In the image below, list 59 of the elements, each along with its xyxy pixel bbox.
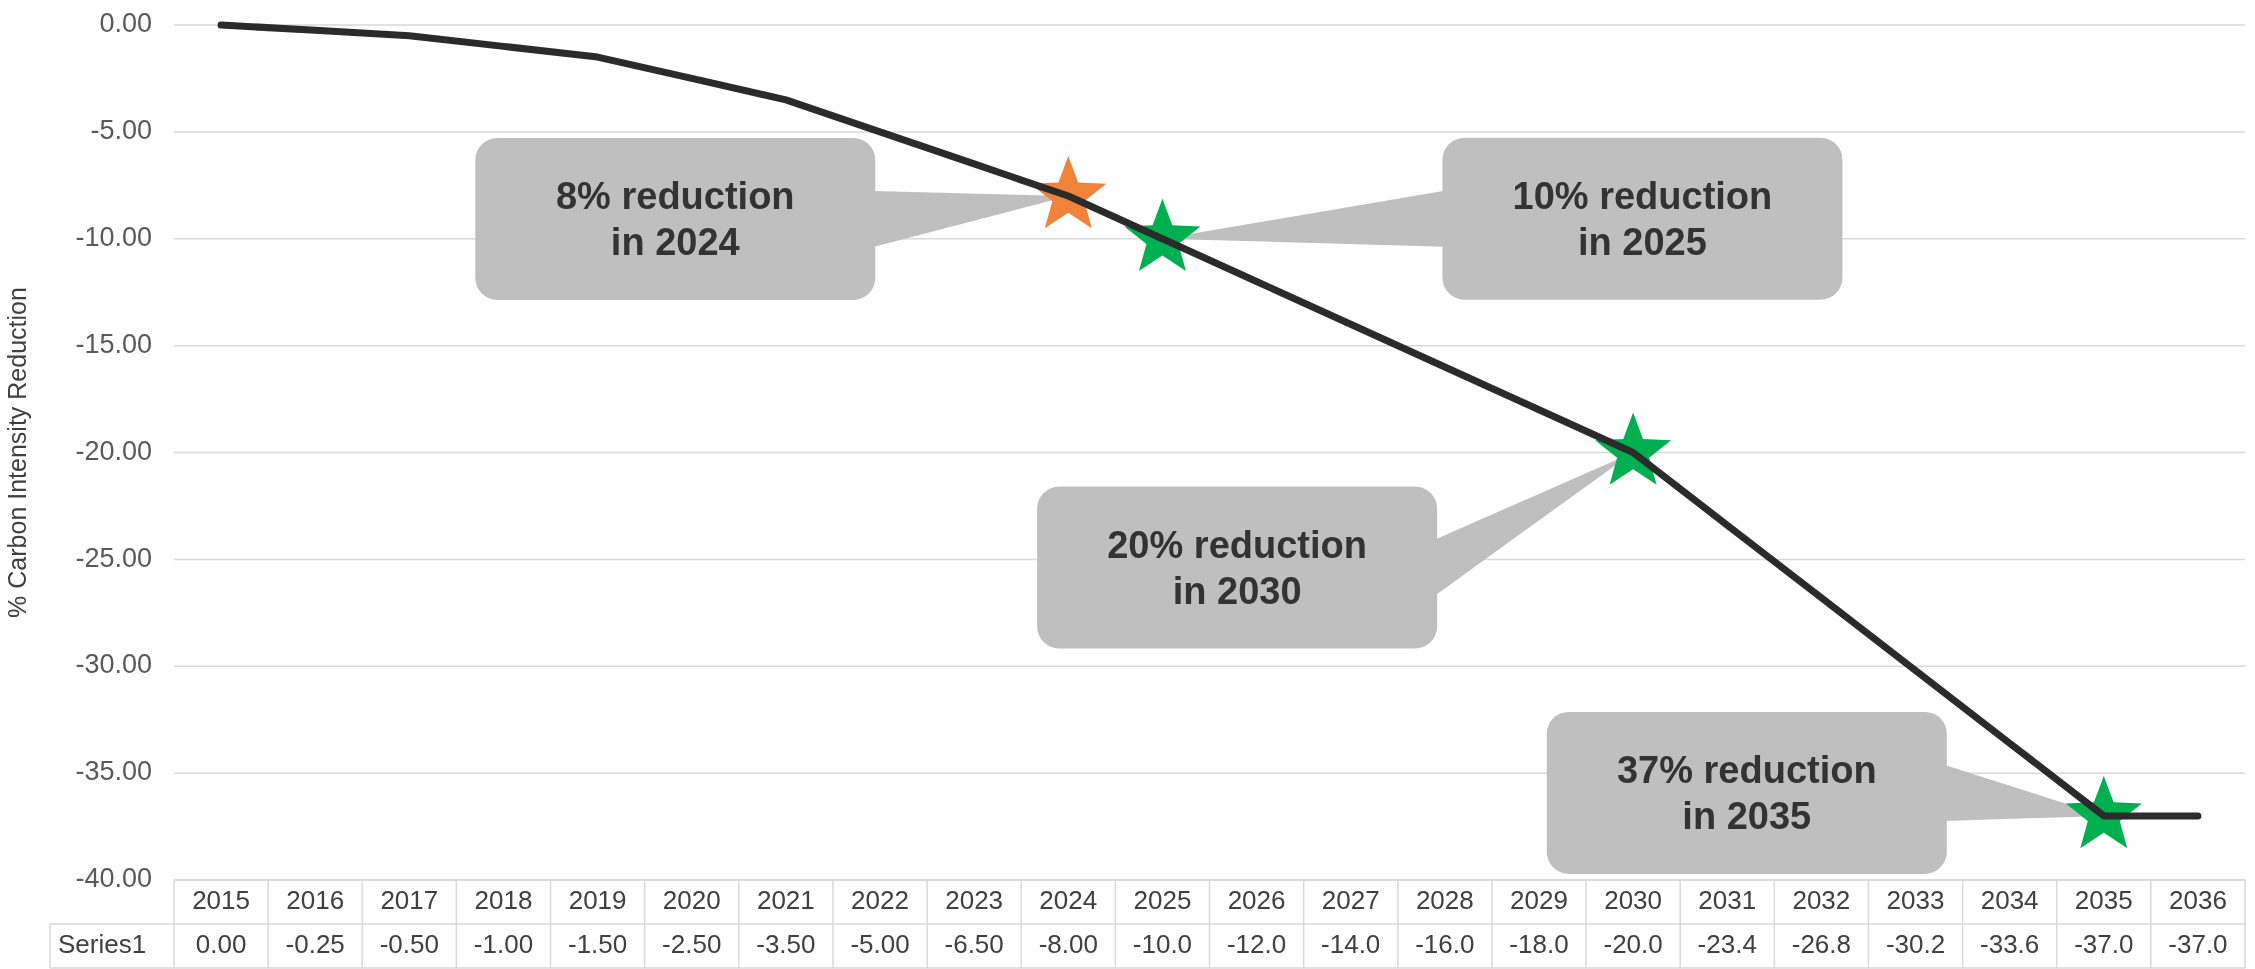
y-tick-label: -40.00 <box>75 863 152 894</box>
data-label: -0.25 <box>285 928 345 959</box>
x-tick-label: 2015 <box>192 884 250 915</box>
x-tick-label: 2034 <box>1980 884 2039 915</box>
y-tick-label: -25.00 <box>75 542 152 573</box>
annotation: 10% reduction in 2025 <box>1512 174 1773 263</box>
data-label: -30.2 <box>1885 928 1946 959</box>
data-label: -5.00 <box>850 928 910 959</box>
x-tick-label: 2020 <box>662 884 721 915</box>
data-label: -3.50 <box>756 928 816 959</box>
y-tick-label: -5.00 <box>90 115 152 145</box>
data-label: -14.0 <box>1321 928 1381 959</box>
data-label: -18.0 <box>1509 928 1569 959</box>
data-label: -1.50 <box>567 928 628 959</box>
data-label: -16.0 <box>1415 928 1475 959</box>
data-label: -2.50 <box>662 928 722 959</box>
x-tick-label: 2028 <box>1415 884 1474 915</box>
x-tick-label: 2017 <box>380 884 439 915</box>
data-label: -1.00 <box>473 928 534 959</box>
y-axis-title: % Carbon Intensity Reduction <box>3 287 31 618</box>
y-tick-label: 0.00 <box>99 8 152 39</box>
x-tick-label: 2027 <box>1321 884 1380 915</box>
data-label: -12.0 <box>1226 928 1287 959</box>
x-tick-label: 2019 <box>568 884 627 915</box>
data-label: -20.0 <box>1603 928 1663 959</box>
x-tick-label: 2032 <box>1792 884 1851 915</box>
x-tick-label: 2031 <box>1698 884 1757 915</box>
x-tick-label: 2029 <box>1510 884 1568 915</box>
data-label: -37.0 <box>2168 928 2228 959</box>
x-tick-label: 2016 <box>286 884 345 915</box>
y-tick-label: -35.00 <box>75 756 152 787</box>
data-label: -6.50 <box>944 928 1004 959</box>
data-label: 0.00 <box>195 928 247 959</box>
y-tick-label: -15.00 <box>75 328 152 359</box>
data-label: -10.0 <box>1132 928 1193 959</box>
data-label: -23.4 <box>1697 928 1757 959</box>
x-tick-label: 2025 <box>1133 884 1192 915</box>
x-tick-label: 2018 <box>474 884 533 915</box>
data-label: -26.8 <box>1791 928 1852 959</box>
x-tick-label: 2026 <box>1227 884 1286 915</box>
x-tick-label: 2035 <box>2074 884 2133 915</box>
text: Series1 <box>58 928 147 959</box>
y-tick-label: -30.00 <box>75 649 152 680</box>
x-tick-label: 2024 <box>1039 884 1098 915</box>
y-tick-label: -10.00 <box>75 221 152 252</box>
annotation: 20% reduction in 2030 <box>1107 523 1367 612</box>
data-label: -37.0 <box>2074 928 2134 959</box>
x-tick-label: 2030 <box>1604 884 1663 915</box>
x-tick-label: 2022 <box>851 884 909 915</box>
data-label: -33.6 <box>1980 928 2040 959</box>
data-label: -0.50 <box>379 928 439 959</box>
x-tick-label: 2021 <box>756 884 815 915</box>
x-tick-label: 2033 <box>1886 884 1945 915</box>
data-label: -8.00 <box>1038 928 1098 959</box>
annotation: 8% reduction in 2024 <box>555 175 795 263</box>
y-tick-label: -20.00 <box>75 435 152 466</box>
x-tick-label: 2036 <box>2169 884 2227 915</box>
x-tick-label: 2023 <box>945 884 1004 915</box>
annotation: 37% reduction in 2035 <box>1616 748 1877 837</box>
